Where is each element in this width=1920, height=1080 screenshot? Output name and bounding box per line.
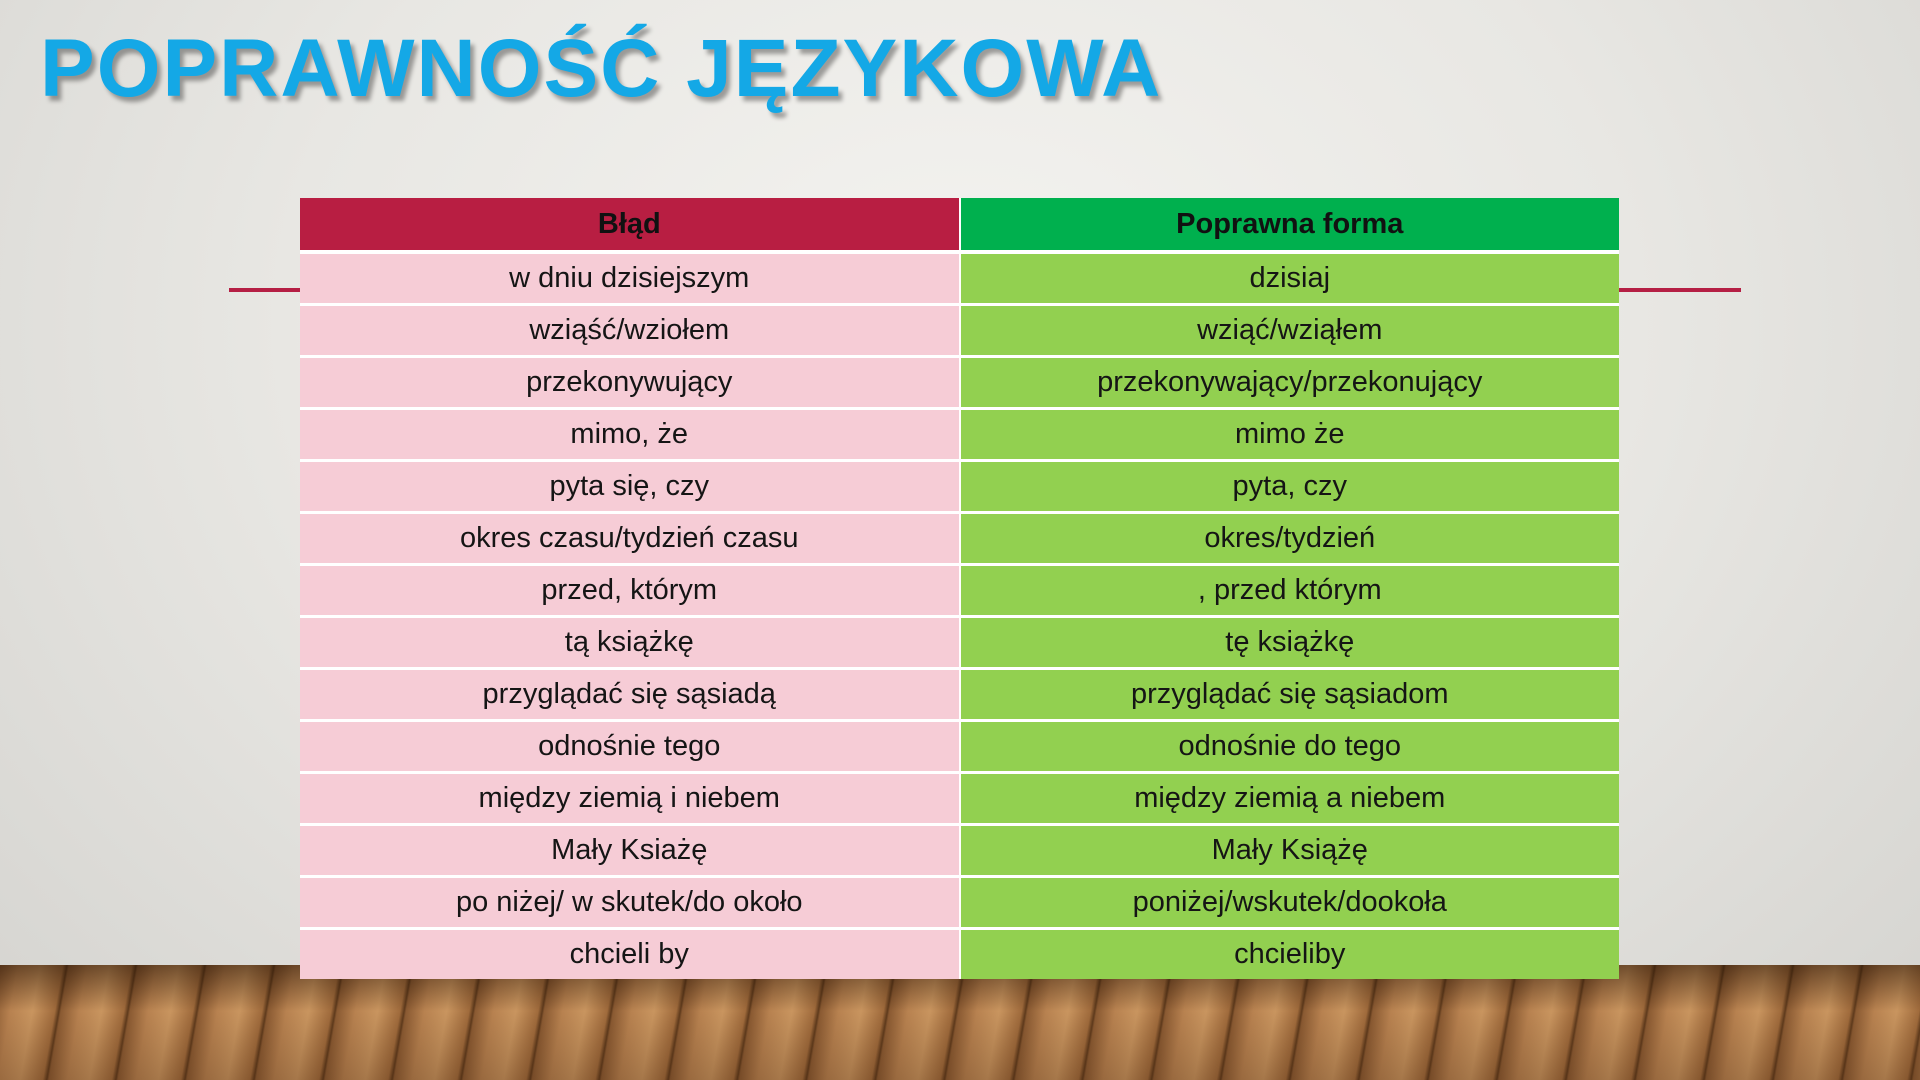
wooden-floor-background [0, 965, 1920, 1080]
corrections-table: Błąd Poprawna forma w dniu dzisiejszym dz… [300, 198, 1619, 979]
correct-form-cell: wziąć/wziąłem [959, 303, 1619, 357]
error-cell: okres czasu/tydzień czasu [300, 511, 961, 565]
table-row: wziąść/wziołem wziąć/wziąłem [300, 303, 1619, 357]
table-row: przed, którym, przed którym [300, 563, 1619, 617]
table-row: chcieli by chcieliby [300, 927, 1619, 979]
table-row: Mały Ksiażę Mały Książę [300, 823, 1619, 877]
error-cell: przed, którym [300, 563, 961, 617]
error-cell: chcieli by [300, 927, 961, 979]
error-cell: mimo, że [300, 407, 961, 461]
error-cell: między ziemią i niebem [300, 771, 961, 825]
table-row: przyglądać się sąsiadą przyglądać się sąs… [300, 667, 1619, 721]
slide-title: POPRAWNOŚĆ JĘZYKOWA [40, 23, 1163, 114]
table-row: okres czasu/tydzień czasu okres/tydzień [300, 511, 1619, 565]
error-cell: przyglądać się sąsiadą [300, 667, 961, 721]
table-row: w dniu dzisiejszym dzisiaj [300, 250, 1619, 305]
error-cell: w dniu dzisiejszym [300, 250, 961, 305]
table-row: pyta się, czy pyta, czy [300, 459, 1619, 513]
correct-form-cell: dzisiaj [959, 250, 1619, 305]
correct-form-cell: tę książkę [959, 615, 1619, 669]
correct-form-cell: przyglądać się sąsiadom [959, 667, 1619, 721]
correct-form-cell: odnośnie do tego [959, 719, 1619, 773]
table-header-row: Błąd Poprawna forma [300, 198, 1619, 254]
table-row: przekonywujący przekonywający/przekonując… [300, 355, 1619, 409]
correct-form-cell: między ziemią a niebem [959, 771, 1619, 825]
correct-form-cell: okres/tydzień [959, 511, 1619, 565]
correct-form-cell: przekonywający/przekonujący [959, 355, 1619, 409]
error-cell: odnośnie tego [300, 719, 961, 773]
correct-form-cell: mimo że [959, 407, 1619, 461]
accent-line-left [229, 288, 301, 292]
header-correct-form: Poprawna forma [959, 198, 1619, 254]
table-row: między ziemią i niebem między ziemią a ni… [300, 771, 1619, 825]
table-row: mimo, że mimo że [300, 407, 1619, 461]
table-row: tą książkę tę książkę [300, 615, 1619, 669]
error-cell: po niżej/ w skutek/do około [300, 875, 961, 929]
table-row: po niżej/ w skutek/do około poniżej/wskut… [300, 875, 1619, 929]
correct-form-cell: poniżej/wskutek/dookoła [959, 875, 1619, 929]
accent-line-right [1619, 288, 1741, 292]
correct-form-cell: chcieliby [959, 927, 1619, 979]
correct-form-cell: , przed którym [959, 563, 1619, 617]
error-cell: przekonywujący [300, 355, 961, 409]
error-cell: wziąść/wziołem [300, 303, 961, 357]
error-cell: pyta się, czy [300, 459, 961, 513]
correct-form-cell: Mały Książę [959, 823, 1619, 877]
correct-form-cell: pyta, czy [959, 459, 1619, 513]
table-row: odnośnie tego odnośnie do tego [300, 719, 1619, 773]
header-error: Błąd [300, 198, 961, 254]
error-cell: tą książkę [300, 615, 961, 669]
error-cell: Mały Ksiażę [300, 823, 961, 877]
